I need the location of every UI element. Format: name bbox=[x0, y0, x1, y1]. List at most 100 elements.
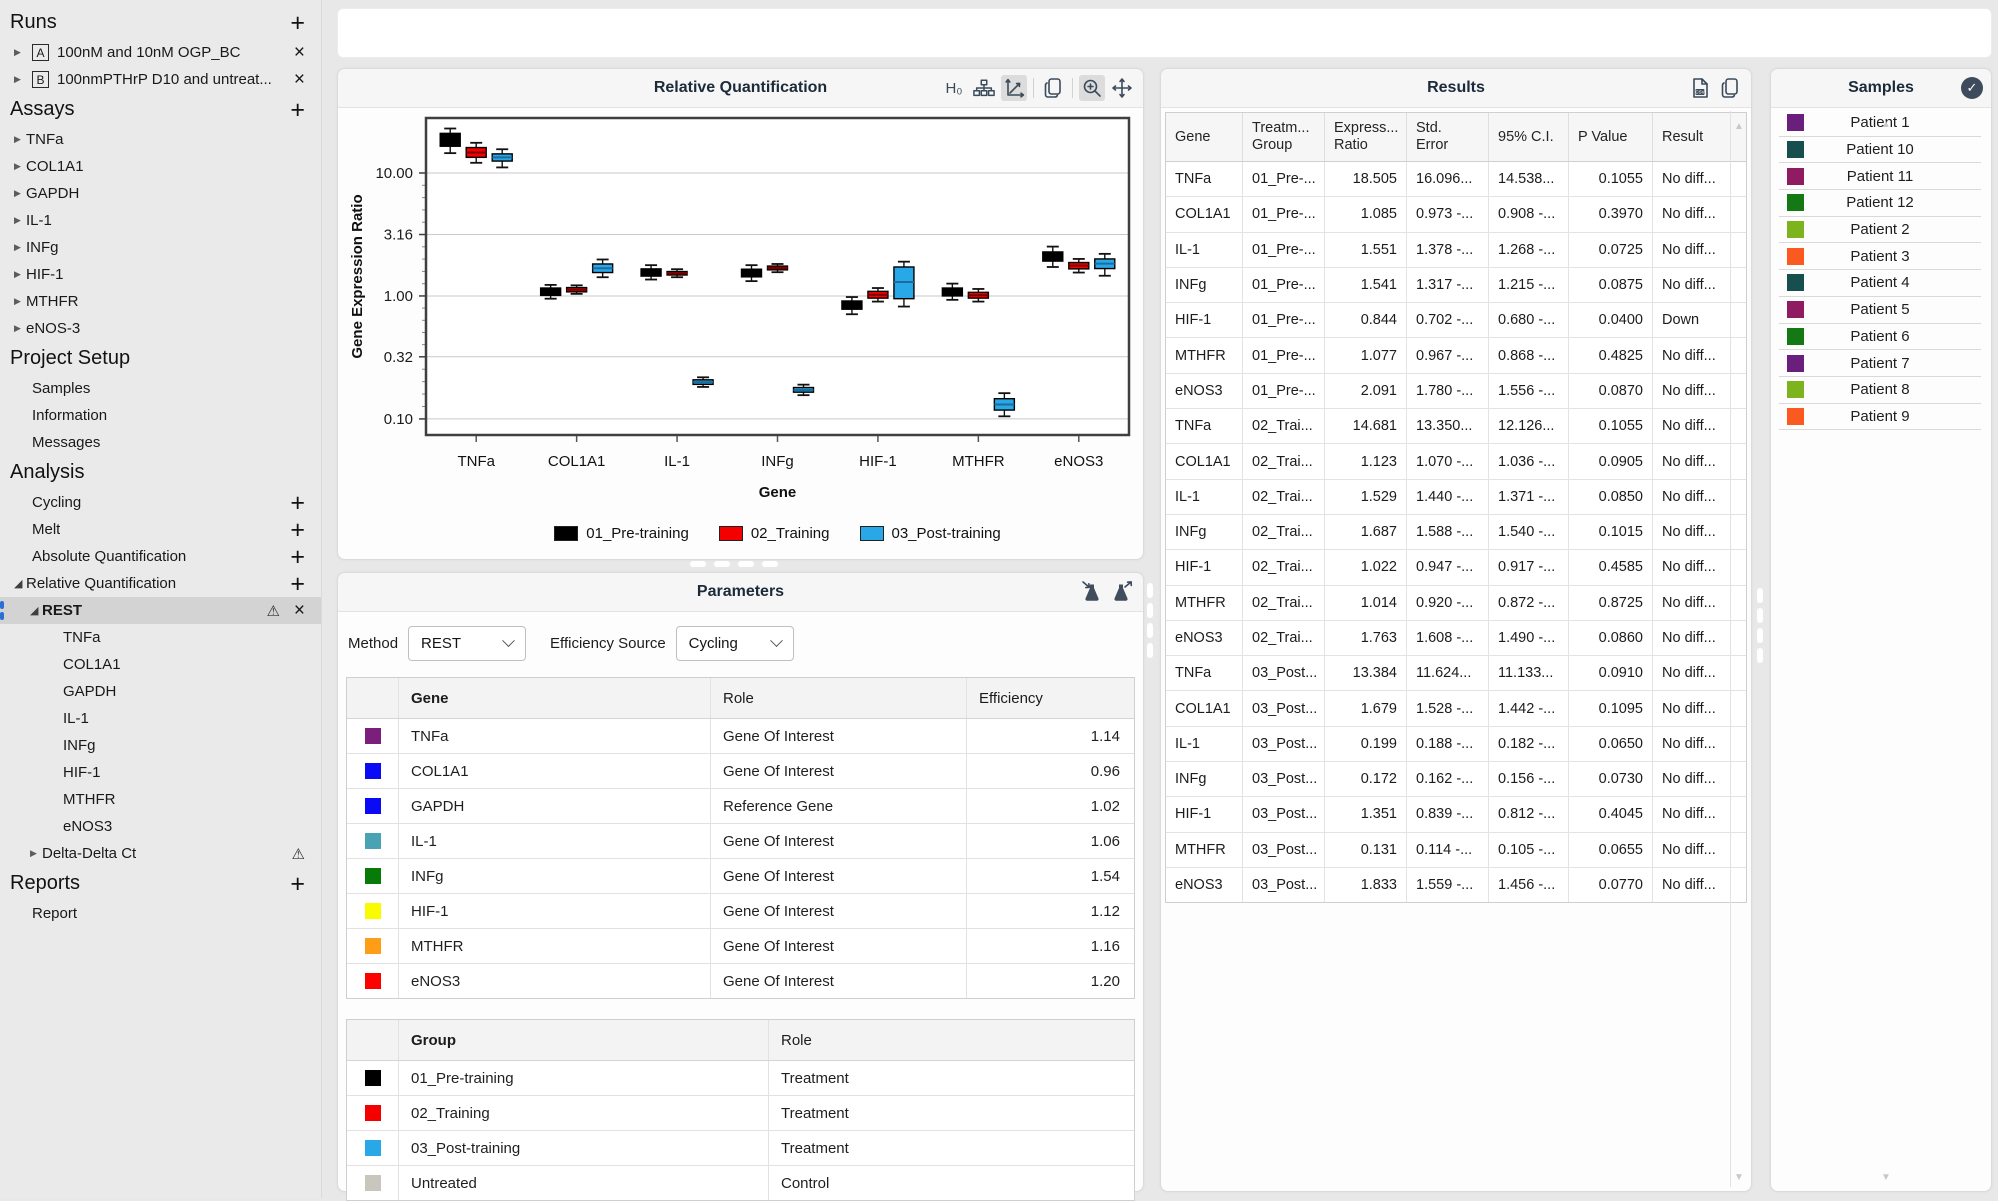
rest-gene-item[interactable]: HIF-1 bbox=[0, 759, 321, 786]
table-row[interactable]: INFg 03_Post... 0.172 0.162 -... 0.156 -… bbox=[1166, 762, 1746, 798]
table-row[interactable]: eNOS3 03_Post... 1.833 1.559 -... 1.456 … bbox=[1166, 867, 1746, 903]
list-item[interactable]: Patient 1 bbox=[1779, 110, 1981, 137]
hypothesis-icon[interactable]: H₀ bbox=[945, 79, 963, 97]
expander-icon[interactable]: ▶ bbox=[14, 161, 21, 171]
rest-gene-item[interactable]: MTHFR bbox=[0, 786, 321, 813]
list-item[interactable]: Patient 11 bbox=[1779, 163, 1981, 191]
table-row[interactable]: MTHFR 03_Post... 0.131 0.114 -... 0.105 … bbox=[1166, 832, 1746, 868]
gene-table-row[interactable]: IL-1 Gene Of Interest 1.06 bbox=[347, 824, 1134, 859]
assay-item[interactable]: ▶ HIF-1 bbox=[0, 261, 321, 288]
assay-item[interactable]: ▶ IL-1 bbox=[0, 207, 321, 234]
gene-column-header[interactable]: Gene bbox=[1175, 128, 1211, 145]
assay-item[interactable]: ▶ MTHFR bbox=[0, 288, 321, 315]
expander-icon[interactable]: ▶ bbox=[14, 188, 21, 198]
treatment-group-column-header[interactable]: Treatm... Group bbox=[1242, 113, 1324, 161]
sidebar-item-relative-quantification[interactable]: ◢ Relative Quantification + bbox=[0, 570, 321, 597]
list-item[interactable]: Patient 8 bbox=[1779, 377, 1981, 404]
boxplot-chart[interactable]: 10.00 3.16 1.00 0.32 0.10 Gene Expression Rat… bbox=[338, 108, 1143, 560]
vertical-splitter[interactable] bbox=[1147, 583, 1153, 658]
results-scrollbar[interactable]: ▲ ▼ bbox=[1730, 111, 1747, 1187]
assay-item[interactable]: ▶ COL1A1 bbox=[0, 153, 321, 180]
std-error-column-header[interactable]: Std. Error bbox=[1406, 113, 1488, 161]
csv-export-icon[interactable]: CSV bbox=[1687, 75, 1713, 101]
add-absolute-quantification-button[interactable]: + bbox=[290, 542, 305, 571]
horizontal-splitter[interactable] bbox=[690, 561, 778, 567]
zoom-icon[interactable] bbox=[1079, 75, 1105, 101]
gene-table-row[interactable]: eNOS3 Gene Of Interest 1.20 bbox=[347, 964, 1134, 998]
table-row[interactable]: TNFa 01_Pre-... 18.505 16.096... 14.538.… bbox=[1166, 162, 1746, 198]
scroll-down-icon[interactable]: ▼ bbox=[1734, 1172, 1744, 1183]
sidebar-item-delta-delta-ct[interactable]: ▶ Delta-Delta Ct ⚠ bbox=[0, 840, 321, 867]
list-item[interactable]: Patient 5 bbox=[1779, 297, 1981, 324]
table-row[interactable]: HIF-1 02_Trai... 1.022 0.947 -... 0.917 … bbox=[1166, 550, 1746, 586]
expander-icon[interactable]: ▶ bbox=[14, 323, 21, 333]
project-setup-item[interactable]: Information bbox=[0, 402, 321, 429]
list-item[interactable]: Patient 12 bbox=[1779, 190, 1981, 217]
efficiency-source-select[interactable]: Cycling bbox=[675, 626, 794, 661]
list-item[interactable]: Patient 3 bbox=[1779, 243, 1981, 271]
move-icon[interactable] bbox=[1109, 75, 1135, 101]
group-table-row[interactable]: 02_Training Treatment bbox=[347, 1096, 1134, 1131]
table-row[interactable]: HIF-1 03_Post... 1.351 0.839 -... 0.812 … bbox=[1166, 797, 1746, 833]
gene-table-row[interactable]: GAPDH Reference Gene 1.02 bbox=[347, 789, 1134, 824]
group-table-row[interactable]: Untreated Control bbox=[347, 1166, 1134, 1200]
table-row[interactable]: TNFa 03_Post... 13.384 11.624... 11.133.… bbox=[1166, 656, 1746, 692]
close-icon[interactable]: × bbox=[293, 599, 305, 621]
project-setup-item[interactable]: Samples bbox=[0, 375, 321, 402]
ci-column-header[interactable]: 95% C.I. bbox=[1488, 113, 1568, 161]
gene-table-row[interactable]: COL1A1 Gene Of Interest 0.96 bbox=[347, 754, 1134, 789]
assay-item[interactable]: ▶ GAPDH bbox=[0, 180, 321, 207]
add-relative-quantification-button[interactable]: + bbox=[290, 569, 305, 598]
list-item[interactable]: Patient 10 bbox=[1779, 137, 1981, 164]
expander-icon[interactable]: ▶ bbox=[14, 47, 21, 57]
close-icon[interactable]: × bbox=[293, 41, 305, 63]
table-row[interactable]: COL1A1 02_Trai... 1.123 1.070 -... 1.036… bbox=[1166, 444, 1746, 480]
check-circle-icon[interactable]: ✓ bbox=[1961, 77, 1983, 99]
vertical-splitter[interactable] bbox=[1757, 588, 1763, 663]
expander-icon[interactable]: ◢ bbox=[30, 605, 39, 617]
rest-gene-item[interactable]: TNFa bbox=[0, 624, 321, 651]
table-row[interactable]: eNOS3 02_Trai... 1.763 1.608 -... 1.490 … bbox=[1166, 620, 1746, 657]
rest-gene-item[interactable]: eNOS3 bbox=[0, 813, 321, 840]
gene-table-row[interactable]: MTHFR Gene Of Interest 1.16 bbox=[347, 929, 1134, 964]
project-setup-item[interactable]: Messages bbox=[0, 429, 321, 456]
table-row[interactable]: IL-1 02_Trai... 1.529 1.440 -... 1.371 -… bbox=[1166, 479, 1746, 515]
run-item[interactable]: ▶ A 100nM and 10nM OGP_BC × bbox=[0, 39, 321, 66]
expander-icon[interactable]: ▶ bbox=[14, 134, 21, 144]
axes-icon[interactable] bbox=[1001, 75, 1027, 101]
table-row[interactable]: INFg 01_Pre-... 1.541 1.317 -... 1.215 -… bbox=[1166, 267, 1746, 304]
assay-item[interactable]: ▶ TNFa bbox=[0, 126, 321, 153]
assay-item[interactable]: ▶ INFg bbox=[0, 234, 321, 261]
sidebar-item-rest[interactable]: ◢ REST ⚠ × bbox=[0, 597, 321, 624]
rest-gene-item[interactable]: IL-1 bbox=[0, 705, 321, 732]
list-item[interactable]: Patient 2 bbox=[1779, 217, 1981, 244]
copy-icon[interactable] bbox=[1040, 75, 1066, 101]
add-report-button[interactable]: + bbox=[290, 869, 305, 898]
sidebar-item-absolute-quantification[interactable]: Absolute Quantification + bbox=[0, 543, 321, 570]
list-item[interactable]: Patient 6 bbox=[1779, 324, 1981, 351]
result-column-header[interactable]: Result bbox=[1652, 113, 1734, 161]
expander-icon[interactable]: ▶ bbox=[14, 74, 21, 84]
gene-table-row[interactable]: TNFa Gene Of Interest 1.14 bbox=[347, 719, 1134, 754]
method-select[interactable]: REST bbox=[408, 626, 527, 661]
rest-gene-item[interactable]: GAPDH bbox=[0, 678, 321, 705]
add-run-button[interactable]: + bbox=[290, 8, 305, 37]
table-row[interactable]: MTHFR 02_Trai... 1.014 0.920 -... 0.872 … bbox=[1166, 585, 1746, 621]
scroll-up-icon[interactable]: ▲ bbox=[1881, 119, 1891, 130]
assay-item[interactable]: ▶ eNOS-3 bbox=[0, 315, 321, 342]
flask-out-icon[interactable] bbox=[1109, 579, 1135, 605]
table-row[interactable]: MTHFR 01_Pre-... 1.077 0.967 -... 0.868 … bbox=[1166, 338, 1746, 374]
p-value-column-header[interactable]: P Value bbox=[1568, 113, 1652, 161]
gene-table-row[interactable]: HIF-1 Gene Of Interest 1.12 bbox=[347, 894, 1134, 929]
sidebar-item-cycling[interactable]: Cycling + bbox=[0, 489, 321, 516]
report-item[interactable]: Report bbox=[0, 900, 321, 927]
list-item[interactable]: Patient 7 bbox=[1779, 350, 1981, 377]
expander-icon[interactable]: ◢ bbox=[14, 578, 23, 590]
sidebar-item-melt[interactable]: Melt + bbox=[0, 516, 321, 543]
table-row[interactable]: IL-1 03_Post... 0.199 0.188 -... 0.182 -… bbox=[1166, 726, 1746, 763]
expander-icon[interactable]: ▶ bbox=[14, 242, 21, 252]
flask-in-icon[interactable] bbox=[1079, 579, 1105, 605]
expander-icon[interactable]: ▶ bbox=[14, 269, 21, 279]
add-melt-button[interactable]: + bbox=[290, 515, 305, 544]
expander-icon[interactable]: ▶ bbox=[14, 215, 21, 225]
